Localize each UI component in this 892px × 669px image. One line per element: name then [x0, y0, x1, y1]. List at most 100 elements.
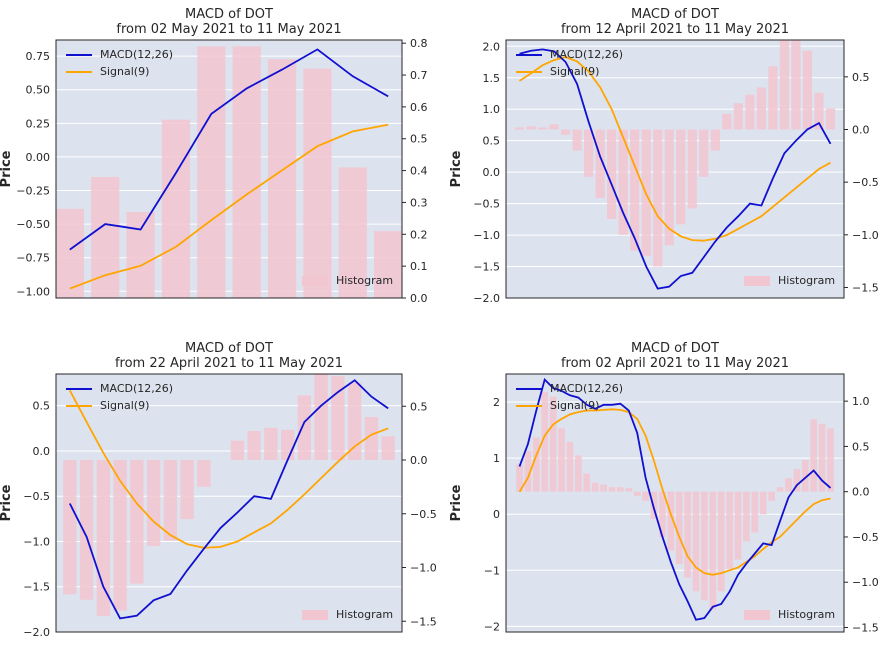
histogram-bar	[776, 487, 784, 492]
histogram-bar	[163, 460, 178, 541]
y-tick-label: 0.5	[33, 400, 51, 413]
y2-tick-label: −1.0	[410, 562, 437, 575]
legend-swatch	[516, 404, 542, 407]
legend-swatch	[744, 609, 770, 620]
chart-title: MACD of DOT from 02 April 2021 to 11 May …	[506, 341, 844, 371]
histogram-bar	[801, 460, 809, 492]
y2-tick-label: −1.5	[410, 615, 437, 628]
y2-tick-label: −1.5	[852, 621, 879, 634]
histogram-bar	[768, 491, 776, 501]
signal-line	[69, 389, 389, 549]
signal-line	[518, 408, 831, 576]
histogram-bar	[63, 460, 77, 595]
y-tick-label: 0.75	[26, 50, 51, 63]
histogram-bar	[633, 491, 641, 497]
signal-line	[519, 56, 831, 242]
legend-swatch	[744, 275, 770, 286]
histogram-bar	[791, 40, 801, 130]
histogram-bar	[699, 129, 709, 177]
legend-entry: MACD(12,26)	[66, 380, 173, 397]
macd-line	[68, 379, 389, 620]
legend-entry: MACD(12,26)	[516, 380, 623, 397]
histogram-bar	[653, 129, 663, 267]
histogram-bar	[560, 129, 571, 135]
legend: MACD(12,26) Signal(9)	[66, 46, 173, 80]
histogram-bar	[146, 460, 161, 546]
histogram-bar	[197, 460, 211, 487]
histogram-bar	[566, 441, 574, 492]
histogram-bar	[364, 417, 379, 460]
y-tick-label: −1.5	[473, 261, 500, 274]
chart-subtitle: from 02 April 2021 to 11 May 2021	[560, 356, 790, 371]
y-axis-label: Price	[0, 484, 14, 521]
legend-swatch	[66, 53, 92, 56]
chart-4: −2 −1 0 1 2 −1.5 −1.0 −0.5 0.0 0.5 1.0 Price	[449, 373, 879, 634]
y2-tick-label: 0.0	[852, 486, 870, 499]
histogram-bar	[793, 469, 801, 492]
histogram-bar	[55, 208, 84, 298]
y2-tick-label: 0.4	[410, 165, 428, 178]
histogram-bar	[591, 482, 599, 492]
y-tick-label: 1	[493, 452, 500, 465]
histogram-bar	[814, 92, 824, 130]
y2-tick-label: 0.5	[852, 440, 870, 453]
histogram-bar	[768, 66, 778, 130]
legend-swatch	[302, 609, 328, 620]
histogram-bar	[617, 487, 624, 492]
plot-frame	[55, 373, 403, 633]
histogram-bar	[802, 50, 813, 130]
y-tick-label: 0.50	[26, 84, 51, 97]
chart-subtitle: from 22 April 2021 to 11 May 2021	[114, 356, 344, 371]
histogram-bar	[280, 429, 295, 460]
legend-entry: Signal(9)	[66, 397, 173, 414]
chart-title-main: MACD of DOT	[631, 341, 719, 356]
histogram-bar	[524, 450, 532, 492]
y-tick-label: 0	[493, 508, 500, 521]
y-tick-label: −1.0	[23, 535, 50, 548]
histogram-bar	[825, 108, 836, 130]
histogram-bar	[709, 491, 717, 610]
legend-entry: MACD(12,26)	[66, 46, 173, 63]
y-tick-label: −0.5	[23, 490, 50, 503]
y2-tick-label: 1.0	[852, 395, 870, 408]
legend-label: Signal(9)	[100, 399, 150, 412]
histogram-bar	[331, 376, 345, 460]
legend-entry: Signal(9)	[516, 63, 623, 80]
histogram-bar	[516, 464, 523, 492]
legend-label: MACD(12,26)	[100, 382, 174, 395]
y-axis-label: Price	[0, 150, 14, 187]
histogram-bar	[745, 94, 755, 130]
y2-tick-label: 0.3	[410, 196, 428, 209]
histogram-bar	[779, 40, 790, 130]
legend-swatch	[516, 70, 542, 73]
y-tick-label: −0.5	[473, 198, 500, 211]
legend-entry: Signal(9)	[516, 397, 623, 414]
y-tick-label: 2	[493, 396, 500, 409]
legend-label: Signal(9)	[550, 65, 600, 78]
histogram-bar	[113, 460, 127, 611]
y2-tick-label: −0.5	[852, 531, 879, 544]
chart-title: MACD of DOT from 02 May 2021 to 11 May 20…	[56, 7, 402, 37]
y-tick-label: 0.5	[483, 135, 501, 148]
macd-line	[69, 48, 389, 251]
y2-tick-label: 0.5	[852, 71, 870, 84]
histogram-bar	[126, 212, 155, 298]
histogram-bar	[676, 129, 686, 225]
legend-entry: MACD(12,26)	[516, 46, 623, 63]
legend-swatch	[66, 404, 92, 407]
macd-line	[518, 377, 832, 621]
legend-label: Signal(9)	[100, 65, 150, 78]
y2-tick-label: 0.0	[852, 124, 870, 137]
chart-3: −2.0 −1.5 −1.0 −0.5 0.0 0.5 −1.5 −1.0 −0.5 0.0 0.5…	[0, 373, 437, 639]
legend-label: Signal(9)	[550, 399, 600, 412]
y-tick-label: −2.0	[473, 292, 500, 305]
chart-title-main: MACD of DOT	[185, 7, 273, 22]
histogram-legend: Histogram	[744, 274, 835, 287]
histogram-bar	[756, 87, 766, 130]
y-tick-label: 0.00	[26, 151, 51, 164]
histogram-bar	[717, 491, 725, 592]
histogram-bar	[600, 484, 607, 492]
histogram-bar	[572, 129, 582, 151]
y-axis-label: Price	[449, 150, 464, 187]
chart-title-main: MACD of DOT	[631, 7, 719, 22]
